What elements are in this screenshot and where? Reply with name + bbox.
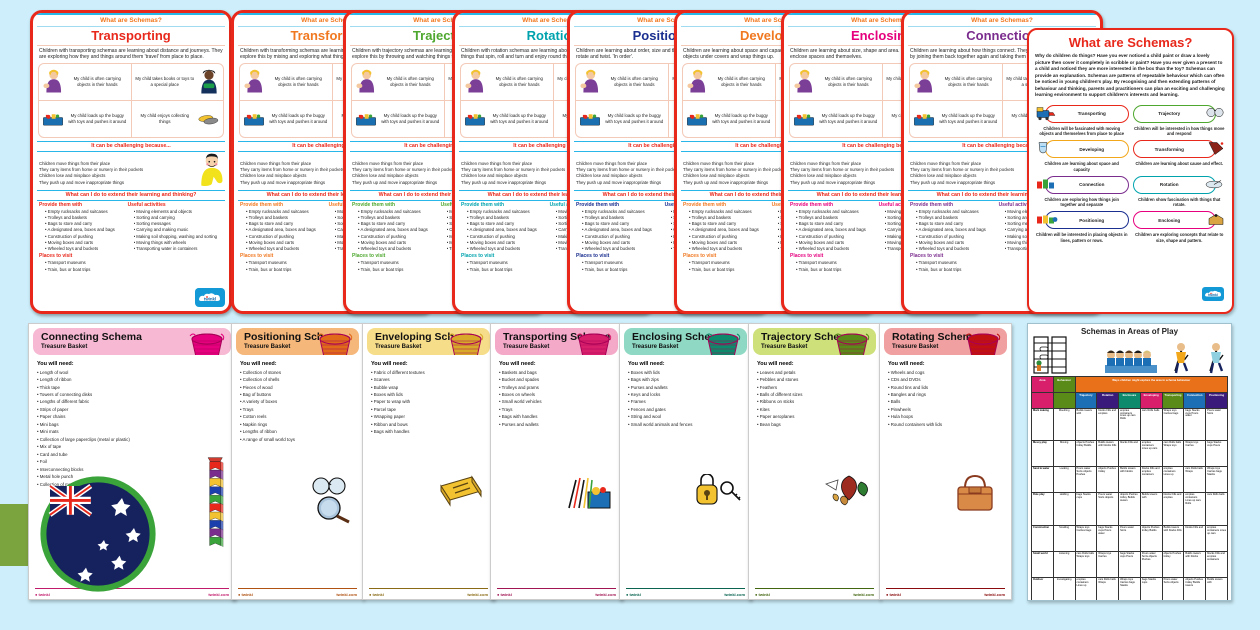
svg-text:twinkl: twinkl xyxy=(204,297,216,302)
svg-text:twinkl: twinkl xyxy=(1208,293,1218,297)
